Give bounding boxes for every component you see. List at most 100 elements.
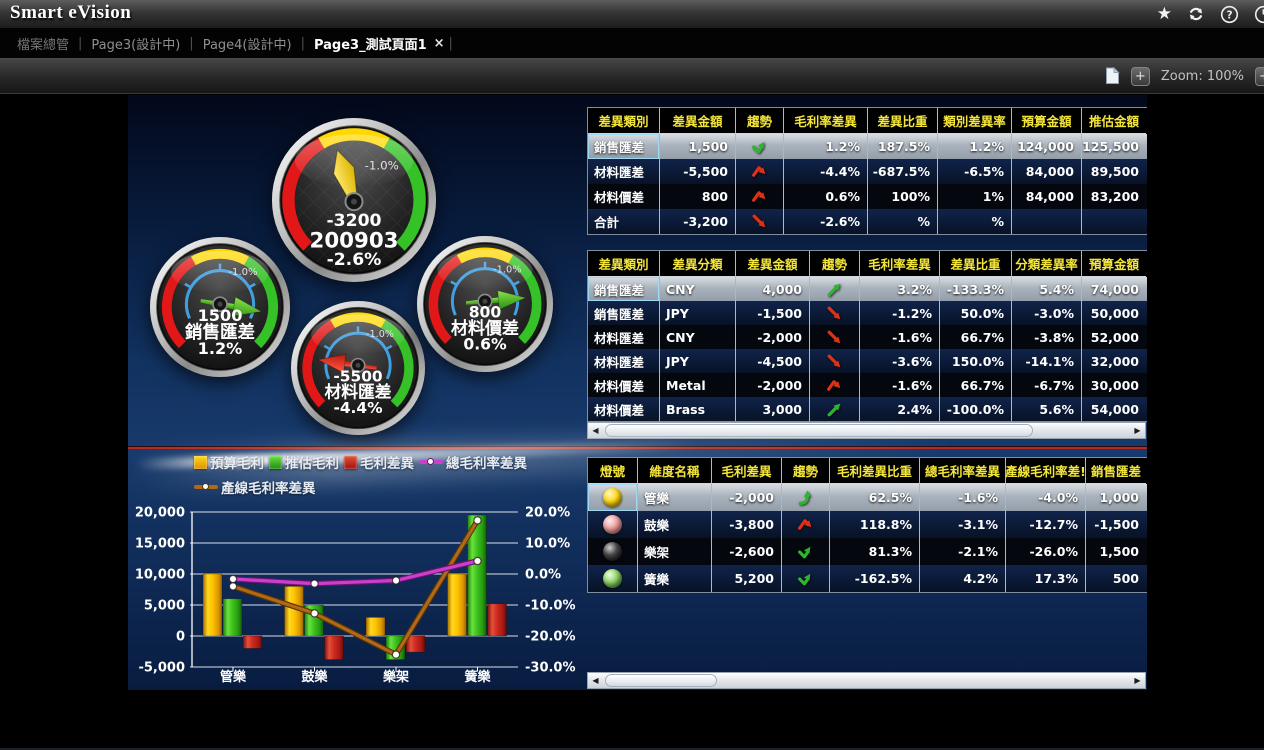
- table-cell: 1.2%: [784, 134, 868, 159]
- trend-cell: [782, 565, 830, 592]
- tab-4[interactable]: Page3_測試頁面1: [313, 37, 427, 53]
- tab-2[interactable]: Page3(設計中): [91, 37, 181, 53]
- table-row[interactable]: 樂架 -2,600 81.3% -2.1% -26.0% 1,500: [588, 538, 1147, 565]
- column-header: 趨勢: [810, 251, 860, 277]
- table-row[interactable]: 材料價差 800 0.6% 100% 1% 84,000 83,200: [588, 184, 1147, 209]
- table-cell: 62.5%: [830, 484, 920, 511]
- gauge-tick-label: -1.0%: [228, 267, 258, 278]
- trend-cell: [736, 159, 784, 184]
- table-row[interactable]: 簧樂 5,200 -162.5% 4.2% 17.3% 500: [588, 565, 1147, 592]
- column-header: 銷售匯差: [1086, 458, 1146, 484]
- table-cell: 89,500: [1090, 164, 1139, 179]
- legend-swatch-icon: [344, 455, 357, 469]
- scroll-right-arrow[interactable]: ▶: [1134, 676, 1141, 685]
- table-cell: 4,000: [736, 277, 810, 301]
- scroll-left-arrow[interactable]: ◀: [592, 426, 599, 435]
- table-row[interactable]: 材料匯差 -5,500 -4.4% -687.5% -6.5% 84,000 89,500: [588, 159, 1147, 184]
- trend-cell: [782, 511, 830, 538]
- gauge-material-price: -1.0% 800 材料價差 0.6%: [417, 236, 553, 372]
- document-icon[interactable]: [1105, 66, 1120, 85]
- gauge-value: 800: [469, 303, 502, 322]
- gauge-label: 銷售匯差: [185, 322, 255, 343]
- column-header: 維度名稱: [638, 458, 712, 484]
- legend-marker-icon: [427, 457, 434, 465]
- table-row[interactable]: 銷售匯差 1,500 1.2% 187.5% 1.2% 124,000 125,500: [588, 134, 1147, 159]
- down-red-trend-icon: [824, 329, 845, 346]
- table-cell: -2,600: [712, 538, 782, 565]
- column-header: 差異比重: [868, 108, 938, 134]
- peak-red-trend-icon: [824, 377, 845, 394]
- table-cell: -3,800: [712, 511, 782, 538]
- table-cell: 5.6%: [1012, 397, 1082, 421]
- table-cell: -2.6%: [784, 209, 868, 234]
- tab-separator: |: [189, 35, 194, 51]
- table-cell: -4.4%: [784, 159, 868, 184]
- table-cell: -133.3%: [940, 277, 1012, 301]
- toolbar: + Zoom: 100% +: [0, 58, 1264, 94]
- table-cell: 材料匯差: [588, 325, 660, 349]
- power-icon[interactable]: [1254, 5, 1264, 24]
- gauge-percent: -2.6%: [327, 250, 382, 270]
- table-row[interactable]: 銷售匯差 JPY -1,500 -1.2% 50.0% -3.0% 50,000: [588, 301, 1147, 325]
- table-cell: 材料價差: [588, 373, 660, 397]
- table-cell: CNY: [660, 325, 736, 349]
- trend-cell: [810, 397, 860, 421]
- up-green-trend-icon: [824, 401, 845, 418]
- gauge-summary: -1.0% -3200 200903 -2.6%: [272, 118, 436, 282]
- table-cell: 81.3%: [830, 538, 920, 565]
- column-header: 差異類別: [588, 251, 660, 277]
- table-cell: -3,200: [660, 209, 736, 234]
- scrollbar-thumb[interactable]: [605, 674, 717, 687]
- table-row[interactable]: 材料匯差 CNY -2,000 -1.6% 66.7% -3.8% 52,000: [588, 325, 1147, 349]
- table-cell: -1,500: [736, 301, 810, 325]
- zoom-out-button[interactable]: +: [1255, 66, 1264, 86]
- legend-line-icon: [419, 457, 443, 465]
- legend-item: 產線毛利率差異: [194, 477, 316, 497]
- gauge-sales-fx: -1.0% 1500 銷售匯差 1.2%: [150, 237, 290, 377]
- table-cell: CNY: [660, 277, 736, 301]
- refresh-icon[interactable]: [1187, 5, 1205, 23]
- table-cell: 材料價差: [588, 184, 660, 209]
- table-cell: 150.0%: [940, 349, 1012, 373]
- table-row[interactable]: 材料價差 Brass 3,000 2.4% -100.0% 5.6% 54,000: [588, 397, 1147, 421]
- column-header: 推估金額: [1082, 108, 1146, 134]
- table-cell: -162.5%: [830, 565, 920, 592]
- table-cell: 樂架: [638, 538, 712, 565]
- table-cell: 54,000: [1090, 401, 1139, 417]
- table-row[interactable]: 鼓樂 -3,800 118.8% -3.1% -12.7% -1,500: [588, 511, 1147, 538]
- trend-cell: [810, 325, 860, 349]
- tab-close-icon[interactable]: ×: [433, 35, 445, 51]
- dimension-profit-table: 燈號 維度名稱 毛利差異 趨勢 毛利差異比重 總毛利率差異 產線毛利率差! 銷售匯差 管樂 -2,…: [587, 457, 1147, 593]
- table-row[interactable]: 合計 -3,200 -2.6%%%: [588, 209, 1147, 234]
- svg-text:?: ?: [1226, 9, 1232, 21]
- zoom-in-button[interactable]: +: [1130, 66, 1150, 86]
- detail-table-h-scrollbar[interactable]: ◀ ▶: [587, 422, 1146, 439]
- table-row[interactable]: 管樂 -2,000 62.5% -1.6% -4.0% 1,000: [588, 484, 1147, 511]
- tab-1[interactable]: 檔案總管: [17, 37, 70, 53]
- table-cell: -1.6%: [920, 484, 1006, 511]
- trend-cell: [736, 134, 784, 159]
- status-light-cell: [588, 538, 638, 565]
- column-header: 分類差異率: [1012, 251, 1082, 277]
- scrollbar-thumb[interactable]: [605, 424, 1033, 437]
- help-icon[interactable]: ?: [1220, 5, 1239, 24]
- dimension-table-h-scrollbar[interactable]: ◀ ▶: [587, 672, 1146, 689]
- scroll-left-arrow[interactable]: ◀: [592, 676, 599, 685]
- legend-item: 預算毛利: [194, 452, 264, 472]
- trend-cell: [810, 349, 860, 373]
- category-variance-table: 差異類別 差異金額 趨勢 毛利率差異 差異比重 類別差異率 預算金額 推估金額 銷售匯差 1,50…: [587, 107, 1147, 235]
- table-cell: -14.1%: [1012, 349, 1082, 373]
- scroll-right-arrow[interactable]: ▶: [1134, 426, 1141, 435]
- table-row[interactable]: 銷售匯差 CNY 4,000 3.2% -133.3% 5.4% 74,000: [588, 277, 1147, 301]
- table-header-row: 燈號 維度名稱 毛利差異 趨勢 毛利差異比重 總毛利率差異 產線毛利率差! 銷售匯差: [588, 458, 1147, 484]
- table-row[interactable]: 材料價差 Metal -2,000 -1.6% 66.7% -6.7% 30,000: [588, 373, 1147, 397]
- favorite-icon[interactable]: ★: [1156, 3, 1172, 24]
- column-header: 差異比重: [940, 251, 1012, 277]
- table-row[interactable]: 材料匯差 JPY -4,500 -3.6% 150.0% -14.1% 32,000: [588, 349, 1147, 373]
- tab-3[interactable]: Page4(設計中): [202, 37, 292, 53]
- table-cell: 84,000: [1012, 159, 1082, 184]
- trend-cell: [736, 184, 784, 209]
- status-light-cell: [588, 565, 638, 592]
- legend-label: 推估毛利: [285, 456, 339, 472]
- svg-text:-5,000: -5,000: [138, 661, 185, 676]
